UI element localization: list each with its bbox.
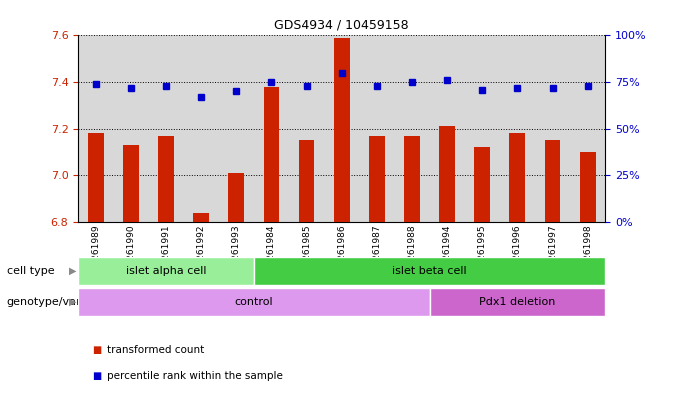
Bar bbox=[123, 145, 139, 222]
Text: islet beta cell: islet beta cell bbox=[392, 266, 467, 276]
Bar bbox=[580, 152, 596, 222]
Text: ▶: ▶ bbox=[69, 297, 77, 307]
Bar bbox=[404, 136, 420, 222]
Bar bbox=[334, 38, 350, 222]
Bar bbox=[184, 35, 219, 222]
Bar bbox=[114, 35, 148, 222]
Bar bbox=[369, 136, 385, 222]
Text: percentile rank within the sample: percentile rank within the sample bbox=[107, 371, 283, 382]
Bar bbox=[394, 35, 430, 222]
Text: ▶: ▶ bbox=[69, 266, 77, 276]
Bar bbox=[570, 35, 605, 222]
Bar bbox=[500, 35, 535, 222]
Bar bbox=[78, 35, 114, 222]
Bar bbox=[509, 133, 525, 222]
Bar bbox=[464, 35, 500, 222]
Bar bbox=[88, 133, 103, 222]
Bar bbox=[289, 35, 324, 222]
Bar bbox=[439, 127, 455, 222]
Bar bbox=[158, 136, 174, 222]
Bar bbox=[535, 35, 570, 222]
Bar bbox=[219, 35, 254, 222]
Text: transformed count: transformed count bbox=[107, 345, 204, 355]
Text: ■: ■ bbox=[92, 345, 101, 355]
Bar bbox=[228, 173, 244, 222]
Text: islet alpha cell: islet alpha cell bbox=[126, 266, 206, 276]
Text: Pdx1 deletion: Pdx1 deletion bbox=[479, 297, 556, 307]
Bar bbox=[324, 35, 359, 222]
Bar bbox=[193, 213, 209, 222]
Bar bbox=[148, 35, 184, 222]
Bar bbox=[299, 140, 314, 222]
Text: cell type: cell type bbox=[7, 266, 54, 276]
Bar bbox=[545, 140, 560, 222]
Bar bbox=[254, 35, 289, 222]
Text: control: control bbox=[235, 297, 273, 307]
Bar bbox=[359, 35, 394, 222]
Bar bbox=[264, 87, 279, 222]
Bar bbox=[475, 147, 490, 222]
Text: ■: ■ bbox=[92, 371, 101, 382]
Bar bbox=[430, 35, 464, 222]
Title: GDS4934 / 10459158: GDS4934 / 10459158 bbox=[275, 18, 409, 31]
Text: genotype/variation: genotype/variation bbox=[7, 297, 113, 307]
